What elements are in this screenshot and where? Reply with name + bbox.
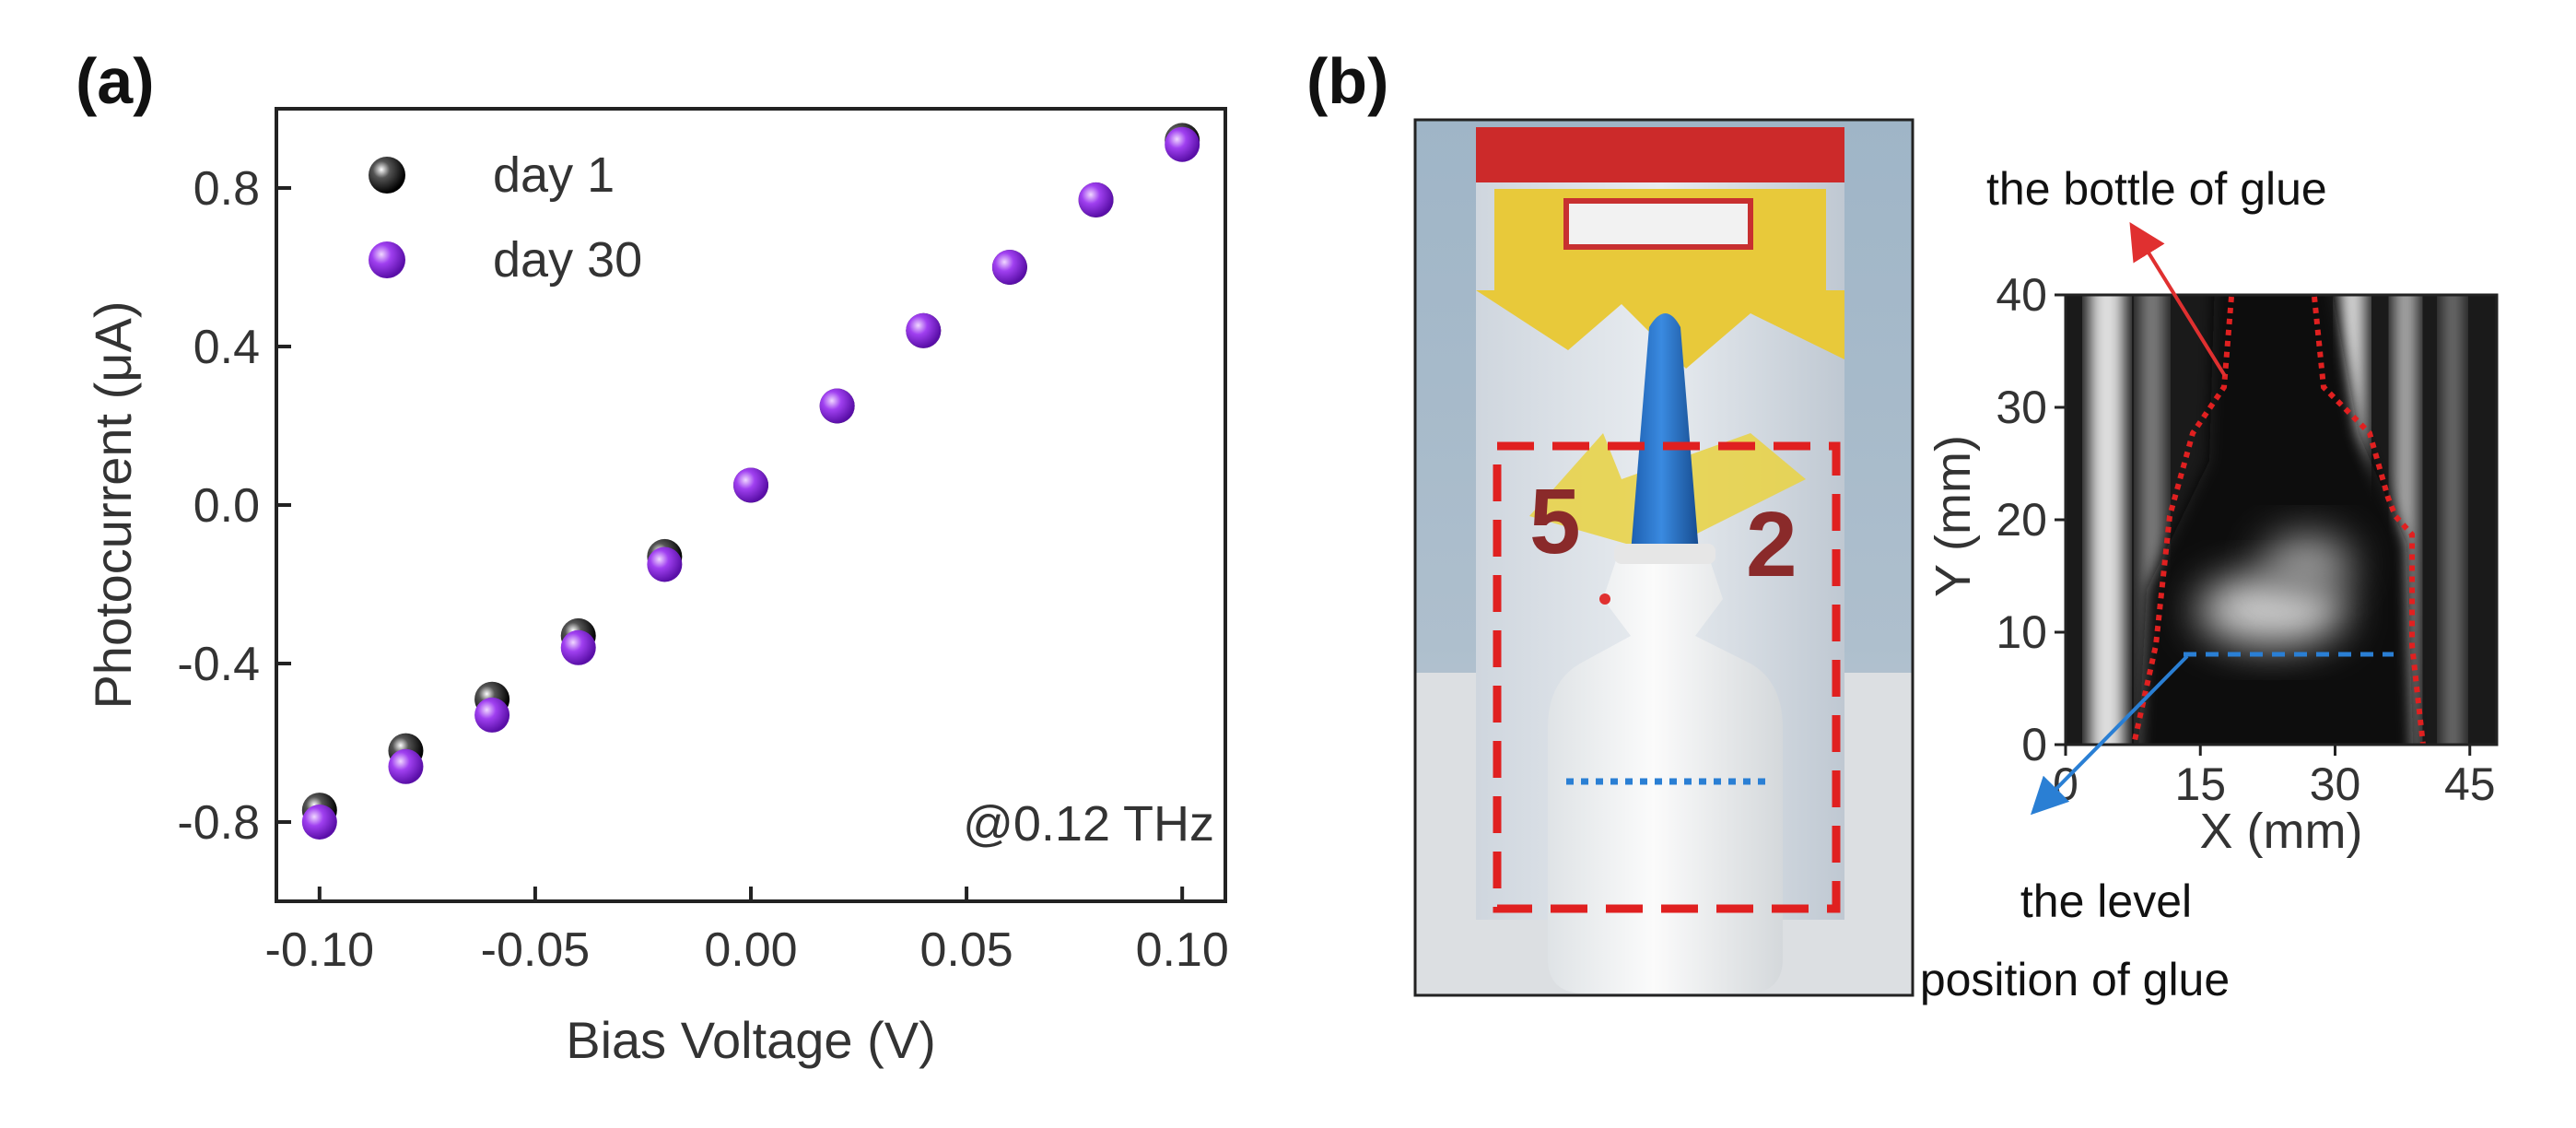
chart-a-legend: day 1 day 30 [369,147,642,288]
chart-b-y-tick-label: 10 [1996,606,2047,658]
chart-b-y-tick-label: 0 [2021,719,2047,770]
chart-b-y-tick-label: 20 [1996,494,2047,546]
glue-bottle-photo: 5 2 [1413,118,1914,997]
chart-a-y-axis-title: Photocurrent (μA) [84,300,142,709]
data-point-day-30 [1078,182,1114,217]
callout-arrow-bottle [2129,222,2227,378]
chart-a-x-tick-label: 0.00 [704,923,797,977]
chart-a-x-axis-title: Bias Voltage (V) [566,1011,936,1069]
data-point-day-30 [301,805,337,840]
data-point-day-30 [991,250,1027,285]
panel-a-label: (a) [76,45,155,117]
chart-a-y-ticks: -0.8 -0.4 0.0 0.4 0.8 [177,162,291,850]
chart-a-points [301,123,1200,840]
chart-b-x-tick-label: 45 [2444,758,2496,810]
data-point-day-30 [819,388,855,424]
chart-a-x-tick-label: 0.05 [919,923,1013,977]
callout-level-line1: the level [2020,875,2192,927]
svg-text:5: 5 [1529,470,1581,573]
chart-b-y-tick-label: 30 [1996,382,2047,433]
chart-b-x-ticks: 0 15 30 45 [2053,745,2496,810]
data-point-day-30 [1165,126,1200,162]
chart-a-x-ticks: -0.10 -0.05 0.00 0.05 0.10 [265,887,1229,977]
legend-marker-day30 [369,241,405,278]
chart-b-x-tick-label: 0 [2053,758,2078,810]
chart-a: -0.10 -0.05 0.00 0.05 0.10 -0.8 -0.4 0.0 0.4 0.8… [84,107,1229,1069]
chart-a-y-tick-label: 0.8 [193,162,260,216]
chart-a-x-tick-label: -0.10 [265,923,375,977]
callout-bottle-of-glue: the bottle of glue [1986,163,2327,215]
data-point-day-30 [906,312,942,348]
chart-a-x-tick-label: -0.05 [481,923,591,977]
chart-a-annotation: @0.12 THz [963,796,1214,852]
callout-level-line2: position of glue [1920,954,2230,1005]
data-point-day-30 [560,629,596,665]
data-point-day-30 [474,697,510,733]
data-point-day-30 [388,748,424,784]
chart-b-x-tick-label: 30 [2310,758,2361,810]
chart-b-y-axis-title: Y (mm) [1926,435,1981,597]
chart-b-x-axis-title: X (mm) [2200,804,2363,859]
chart-b-y-tick-label: 40 [1996,269,2047,321]
chart-a-y-tick-label: -0.8 [177,796,260,850]
svg-text:2: 2 [1746,493,1797,596]
callout-arrow-level [2030,654,2189,816]
legend-label-day30: day 30 [493,232,642,288]
thz-image-heatmap [2064,293,2499,746]
legend-label-day1: day 1 [493,147,615,203]
legend-marker-day1 [369,157,405,194]
chart-a-x-tick-label: 0.10 [1136,923,1229,977]
chart-a-frame [275,107,1227,903]
chart-a-y-tick-label: 0.4 [193,321,260,374]
data-point-day-30 [647,546,683,582]
chart-b-x-tick-label: 15 [2174,758,2226,810]
data-point-day-30 [733,467,768,503]
chart-a-y-tick-label: 0.0 [193,479,260,533]
chart-a-y-tick-label: -0.4 [177,638,260,691]
chart-b-y-ticks: 0 10 20 30 40 [1996,269,2066,770]
panel-b-label: (b) [1306,45,1388,117]
